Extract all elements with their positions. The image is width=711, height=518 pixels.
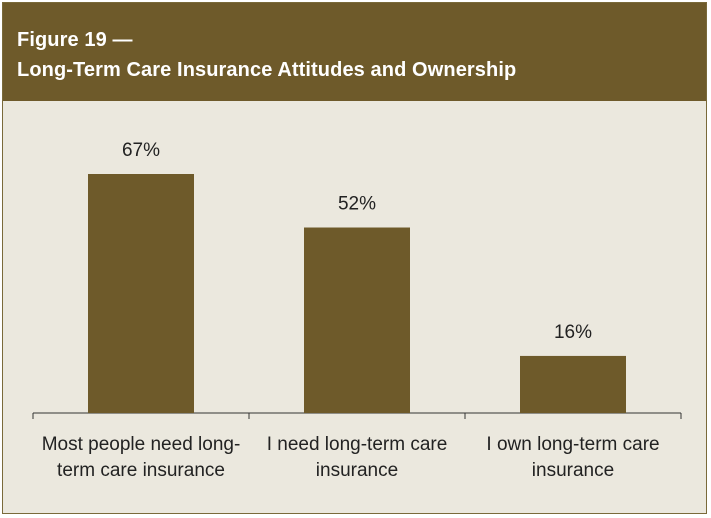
bar [304,227,410,413]
category-label: I own long-term care [486,434,659,455]
category-label: Most people need long- [42,434,241,455]
chart-header: Figure 19 — Long-Term Care Insurance Att… [3,3,706,101]
bar [520,355,626,413]
category-label: term care insurance [57,460,225,481]
category-label: insurance [532,460,614,481]
bar-value-label: 16% [554,322,592,343]
bar-chart: 67% Most people need long-term care insur… [32,140,682,481]
bar-value-label: 52% [338,194,376,215]
chart-title: Long-Term Care Insurance Attitudes and O… [17,59,517,81]
category-label: I need long-term care [267,434,448,455]
bar-value-label: 67% [122,140,160,161]
figure-label: Figure 19 — [17,29,133,51]
bar [88,174,194,413]
category-label: insurance [316,460,398,481]
